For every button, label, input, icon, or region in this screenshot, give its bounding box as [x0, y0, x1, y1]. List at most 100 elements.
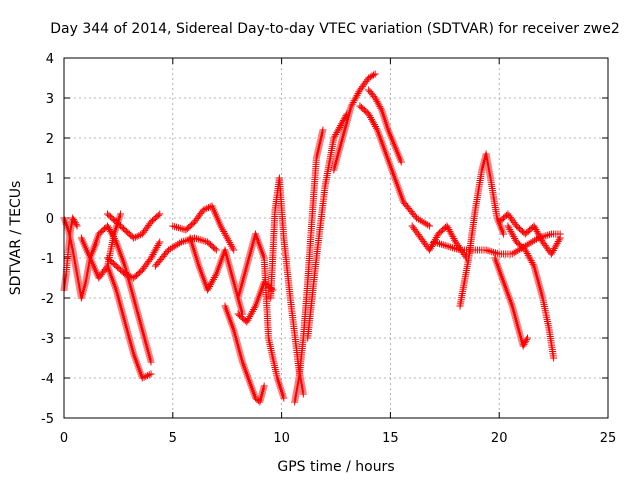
data-point	[520, 340, 528, 348]
data-point	[104, 222, 112, 230]
plot-frame	[63, 57, 609, 419]
data-point	[444, 224, 452, 232]
y-tick-label: 2	[46, 132, 54, 147]
data-point	[135, 232, 143, 240]
data-point	[551, 243, 559, 251]
data-point	[70, 216, 78, 224]
data-point	[156, 210, 164, 218]
data-point	[352, 93, 360, 101]
y-tick-label: -5	[41, 412, 54, 427]
data-point	[334, 127, 342, 135]
data-point	[523, 334, 531, 342]
data-point	[133, 232, 141, 240]
y-tick-label: 1	[46, 172, 54, 187]
data-point	[522, 337, 530, 345]
data-point	[207, 281, 215, 289]
x-tick-label: 25	[600, 431, 617, 446]
data-point	[211, 245, 219, 253]
data-point	[251, 304, 259, 312]
data-point	[525, 253, 533, 261]
data-point	[142, 372, 150, 380]
data-point	[449, 233, 457, 241]
data-point	[331, 132, 339, 140]
data-point	[203, 204, 211, 212]
data-point	[244, 316, 252, 324]
data-point	[204, 286, 212, 294]
data-point	[205, 284, 213, 292]
y-axis-label: SDTVAR / TECUs	[8, 181, 24, 296]
data-point	[260, 382, 268, 390]
data-point	[554, 238, 562, 246]
data-point	[371, 122, 379, 130]
data-point	[110, 234, 118, 242]
data-point	[531, 224, 539, 232]
y-tick-label: -4	[41, 372, 54, 387]
y-tick-label: -1	[41, 252, 54, 267]
data-point	[397, 158, 405, 166]
y-tick-label: 4	[46, 52, 54, 67]
data-point	[451, 236, 459, 244]
data-point	[71, 219, 79, 227]
data-point	[507, 227, 515, 235]
data-point	[528, 258, 536, 266]
data-point	[123, 271, 131, 279]
data-point	[448, 231, 456, 239]
data-point	[149, 250, 157, 258]
data-point	[69, 214, 77, 222]
x-tick-label: 10	[273, 431, 290, 446]
data-point	[245, 314, 253, 322]
data-point	[248, 309, 256, 317]
y-tick-label: 3	[46, 92, 54, 107]
data-point	[208, 277, 216, 285]
x-axis-label: GPS time / hours	[277, 459, 394, 475]
data-point	[524, 251, 532, 259]
data-point	[447, 229, 455, 237]
data-point	[532, 226, 540, 234]
data-point	[446, 227, 454, 235]
data-point	[452, 238, 460, 246]
x-tick-label: 20	[491, 431, 508, 446]
data-point	[144, 372, 152, 380]
data-point	[553, 239, 561, 247]
data-point	[108, 231, 116, 239]
data-point	[548, 248, 556, 256]
data-point	[500, 230, 508, 238]
data-point	[372, 124, 380, 132]
data-point	[280, 394, 288, 402]
data-point	[427, 244, 435, 252]
data-point	[534, 229, 542, 237]
data-point	[535, 231, 543, 239]
data-point	[443, 222, 451, 230]
data-point	[210, 274, 218, 282]
data-point	[212, 246, 220, 254]
data-point	[523, 250, 531, 258]
data-point	[533, 227, 541, 235]
data-point	[432, 234, 440, 242]
data-point	[505, 224, 513, 232]
data-point	[73, 222, 81, 230]
data-point	[349, 98, 357, 106]
data-point	[147, 254, 155, 262]
data-point	[426, 222, 434, 230]
data-point	[150, 249, 158, 257]
data-point	[319, 126, 327, 134]
chart-title: Day 344 of 2014, Sidereal Day-to-day VTE…	[50, 21, 620, 37]
data-point	[536, 233, 544, 241]
data-point	[131, 233, 139, 241]
data-point	[154, 211, 162, 219]
data-point	[450, 234, 458, 242]
data-point	[428, 242, 436, 250]
data-point	[522, 248, 530, 256]
data-point	[556, 234, 564, 242]
data-point	[148, 252, 156, 260]
data-point	[109, 233, 117, 241]
data-point	[154, 242, 162, 250]
data-point	[153, 243, 161, 251]
data-point	[365, 110, 373, 118]
data-point	[511, 234, 519, 242]
data-point	[332, 130, 340, 138]
data-point	[521, 339, 529, 347]
data-point	[366, 112, 374, 120]
data-point	[377, 104, 385, 112]
data-point	[152, 245, 160, 253]
